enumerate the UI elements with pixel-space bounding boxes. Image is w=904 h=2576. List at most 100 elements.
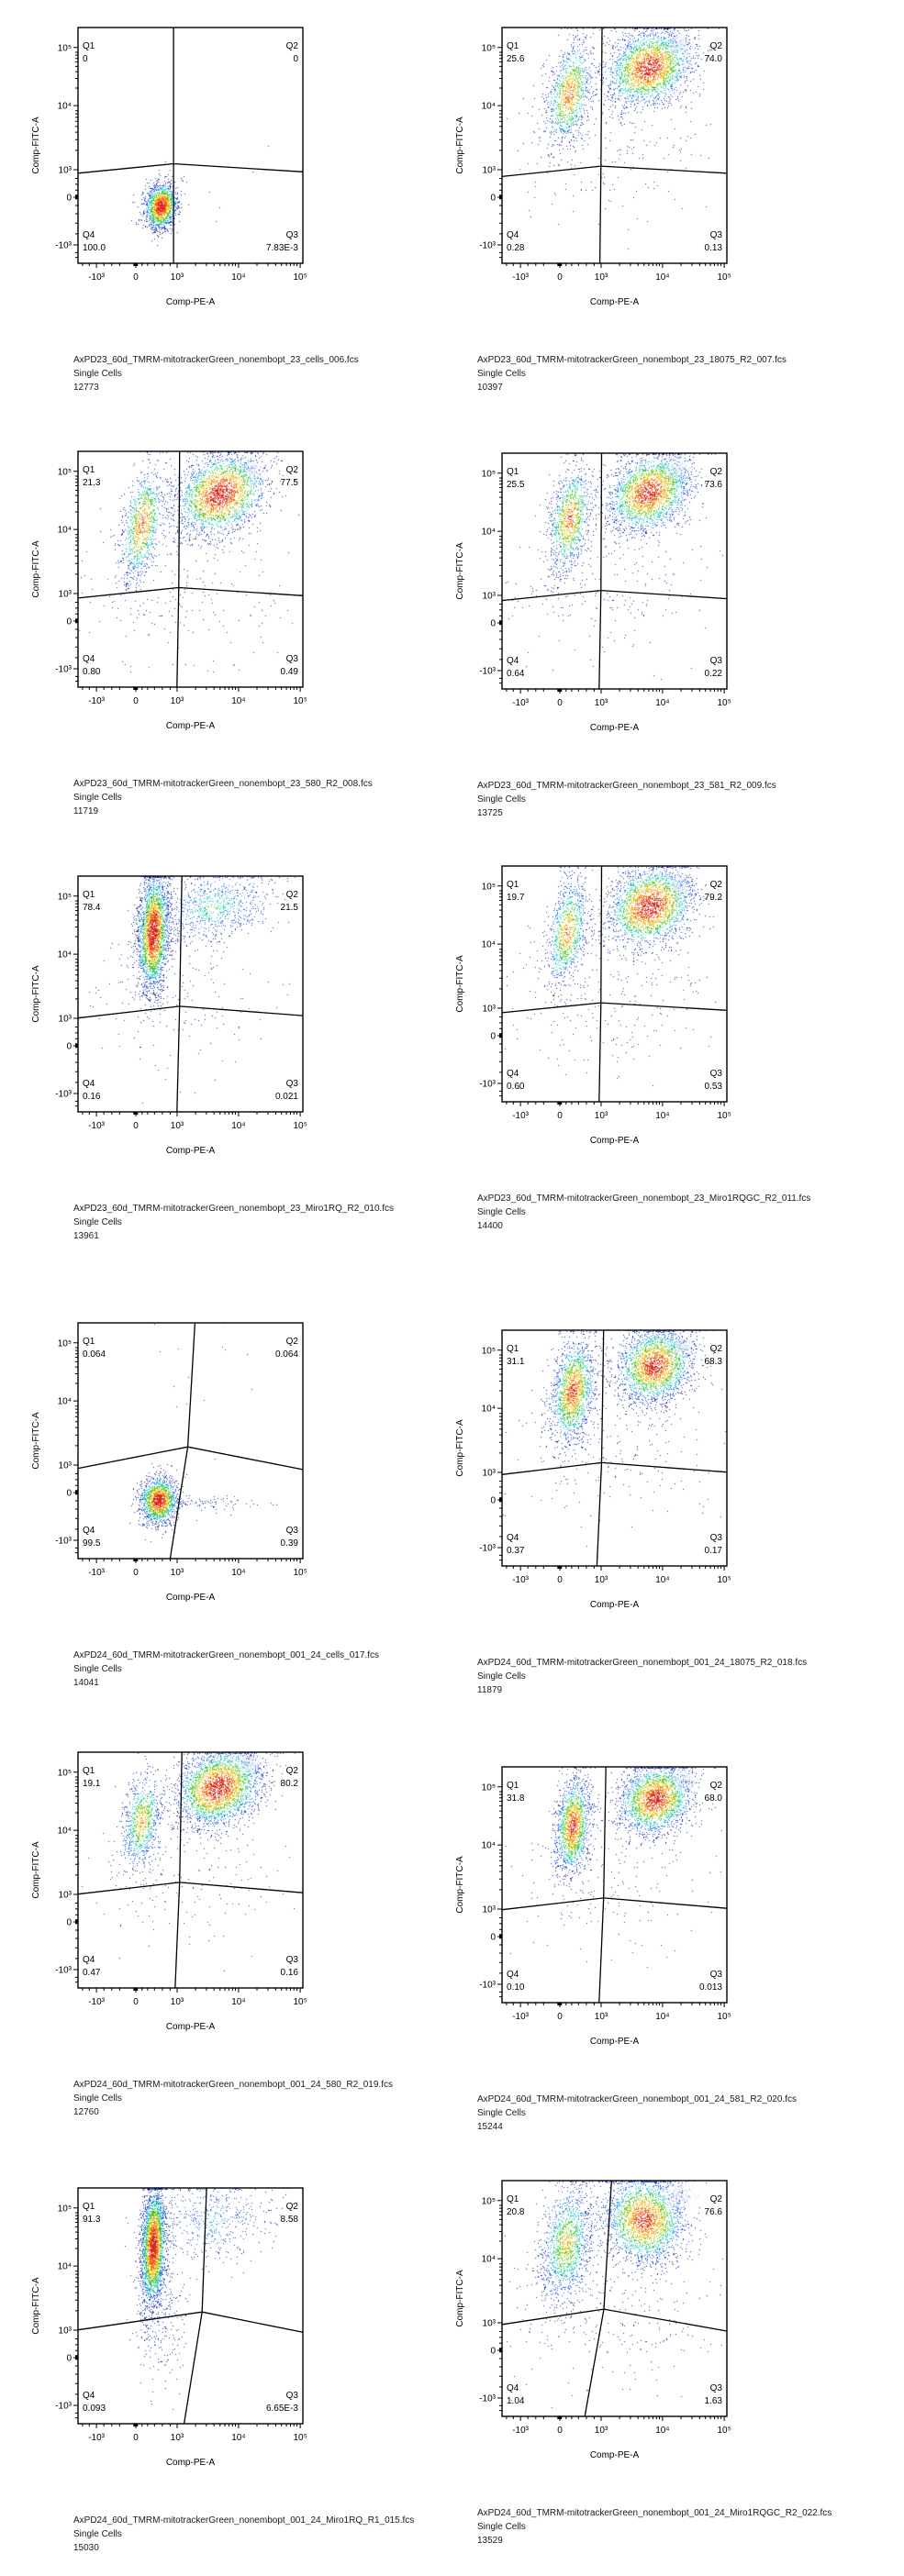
quadrant-label-q1: Q1 <box>83 465 95 475</box>
x-tick-label: 10⁵ <box>293 1121 307 1131</box>
quadrant-label-q3: Q3 <box>286 1955 299 1965</box>
quadrant-label-q4: Q4 <box>83 1955 95 1965</box>
quadrant-label-q3: Q3 <box>710 1970 723 1980</box>
axis-ticks <box>73 1771 301 1993</box>
y-axis-title: Comp-FITC-A <box>31 965 41 1023</box>
x-tick-label: -10³ <box>512 1575 529 1585</box>
x-tick-label: 10⁵ <box>293 1997 307 2007</box>
cell-count: 11879 <box>477 1685 503 1695</box>
plot-frame <box>77 1751 304 1989</box>
y-tick-label: 10⁴ <box>482 2255 496 2265</box>
cell-count: 13961 <box>73 1231 99 1241</box>
quadrant-label-q4: Q4 <box>83 2391 95 2401</box>
quadrant-label-q1: Q1 <box>507 1781 519 1791</box>
x-tick-label: 10⁵ <box>293 696 307 706</box>
x-axis-title: Comp-PE-A <box>166 2022 216 2032</box>
quadrant-label-q1: Q1 <box>83 1766 95 1776</box>
y-tick-label: -10³ <box>55 241 72 251</box>
quadrant-label-q2: Q2 <box>710 1781 723 1791</box>
y-tick-label: -10³ <box>55 1090 72 1100</box>
y-tick-label: 10⁵ <box>58 1338 72 1349</box>
x-tick-label: -10³ <box>512 272 529 283</box>
y-tick-label: 10³ <box>59 590 73 600</box>
quadrant-value-q4: 0.10 <box>507 1982 525 1993</box>
y-tick-label: 10⁴ <box>482 1405 496 1415</box>
quadrant-gate-lines <box>77 28 304 263</box>
quadrant-label-q2: Q2 <box>710 2194 723 2204</box>
x-tick-label: 10⁵ <box>717 1111 731 1121</box>
population-label: Single Cells <box>73 2093 122 2104</box>
density-plot: -10³ 0 10³ 10⁴ 10⁵ 10⁵ 10⁴ 10³ 0 -10³ Comp-PE-A Com… <box>28 18 452 321</box>
quadrant-value-q2: 76.6 <box>705 2207 723 2217</box>
plot-frame <box>501 1766 728 2004</box>
y-axis-title: Comp-FITC-A <box>31 117 41 174</box>
x-tick-label: -10³ <box>88 2433 105 2443</box>
y-tick-label: -10³ <box>55 665 72 675</box>
flow-quadrant-panel: -10³ 0 10³ 10⁴ 10⁵ 10⁵ 10⁴ 10³ 0 -10³ Comp-PE-A Com… <box>452 1758 876 2171</box>
quadrant-value-q4: 99.5 <box>83 1538 101 1549</box>
cell-count: 13529 <box>477 2536 503 2546</box>
dot-cloud-canvas <box>78 1752 303 1988</box>
y-tick-label: 10⁴ <box>482 527 496 538</box>
x-tick-label: 10⁵ <box>717 2426 731 2436</box>
y-tick-label: 0 <box>66 2354 72 2364</box>
plot-overlay: -10³ 0 10³ 10⁴ 10⁵ 10⁵ 10⁴ 10³ 0 -10³ Comp-PE-A Com… <box>31 27 307 307</box>
panel-caption: AxPD24_60d_TMRM-mitotrackerGreen_nonembo… <box>477 2506 831 2548</box>
quadrant-value-q3: 0.021 <box>275 1092 298 1102</box>
x-tick-label: -10³ <box>512 2012 529 2022</box>
quadrant-label-q2: Q2 <box>710 41 723 51</box>
y-tick-label: 10³ <box>483 1005 497 1015</box>
panel-caption: AxPD24_60d_TMRM-mitotrackerGreen_nonembo… <box>73 2514 414 2555</box>
x-tick-label: 10³ <box>171 696 184 706</box>
y-tick-label: 0 <box>66 1918 72 1928</box>
plot-overlay: -10³ 0 10³ 10⁴ 10⁵ 10⁵ 10⁴ 10³ 0 -10³ Comp-PE-A Com… <box>455 452 731 733</box>
quadrant-value-q4: 0.60 <box>507 1082 525 1092</box>
population-label: Single Cells <box>73 2529 122 2539</box>
quadrant-value-q1: 20.8 <box>507 2207 525 2217</box>
x-tick-label: 0 <box>557 1111 563 1121</box>
axis-ticks <box>73 47 301 268</box>
quadrant-value-q3: 0.49 <box>281 667 299 677</box>
panel-caption: AxPD23_60d_TMRM-mitotrackerGreen_nonembo… <box>477 353 787 394</box>
y-tick-label: -10³ <box>479 1080 496 1090</box>
cell-count: 15244 <box>477 2122 503 2132</box>
quadrant-value-q2: 0.064 <box>275 1349 298 1360</box>
quadrant-label-q2: Q2 <box>710 880 723 890</box>
y-tick-label: 0 <box>490 194 496 204</box>
quadrant-value-q3: 6.65E-3 <box>266 2404 298 2414</box>
quadrant-label-q3: Q3 <box>286 2391 299 2401</box>
dot-cloud-canvas <box>502 2181 727 2416</box>
quadrant-label-q2: Q2 <box>286 1337 299 1347</box>
dot-cloud-canvas <box>502 28 727 263</box>
x-tick-label: 0 <box>557 272 563 283</box>
quadrant-value-q3: 0.16 <box>281 1968 299 1978</box>
population-label: Single Cells <box>477 1671 526 1682</box>
x-tick-label: 0 <box>557 698 563 708</box>
x-tick-label: -10³ <box>512 1111 529 1121</box>
quadrant-label-q4: Q4 <box>83 654 95 664</box>
x-tick-label: 10⁵ <box>717 1575 731 1585</box>
panel-caption: AxPD23_60d_TMRM-mitotrackerGreen_nonembo… <box>73 1202 394 1243</box>
flow-quadrant-panel: -10³ 0 10³ 10⁴ 10⁵ 10⁵ 10⁴ 10³ 0 -10³ Comp-PE-A Com… <box>28 1314 452 1727</box>
density-plot: -10³ 0 10³ 10⁴ 10⁵ 10⁵ 10⁴ 10³ 0 -10³ Comp-PE-A Com… <box>452 1321 876 1624</box>
y-tick-label: 10⁵ <box>482 1346 496 1356</box>
cell-count: 11719 <box>73 806 99 816</box>
population-label: Single Cells <box>477 1207 526 1217</box>
y-tick-label: 10⁵ <box>58 43 72 53</box>
flow-quadrant-panel: -10³ 0 10³ 10⁴ 10⁵ 10⁵ 10⁴ 10³ 0 -10³ Comp-PE-A Com… <box>452 857 876 1270</box>
quadrant-label-q1: Q1 <box>507 41 519 51</box>
x-axis-title: Comp-PE-A <box>590 2450 640 2460</box>
x-axis-title: Comp-PE-A <box>590 723 640 733</box>
quadrant-gate-lines <box>501 1329 728 1567</box>
quadrant-value-q3: 0.13 <box>705 243 723 253</box>
x-tick-label: 0 <box>133 1568 139 1578</box>
quadrant-value-q2: 0 <box>293 54 298 64</box>
sample-filename: AxPD23_60d_TMRM-mitotrackerGreen_nonembo… <box>477 355 787 365</box>
quadrant-gate-lines <box>77 1322 304 1560</box>
flow-quadrant-panel: -10³ 0 10³ 10⁴ 10⁵ 10⁵ 10⁴ 10³ 0 -10³ Comp-PE-A Com… <box>28 442 452 855</box>
cell-count: 12760 <box>73 2107 99 2117</box>
quadrant-label-q1: Q1 <box>83 1337 95 1347</box>
x-axis-title: Comp-PE-A <box>166 2458 216 2468</box>
x-tick-label: -10³ <box>88 1121 105 1131</box>
y-tick-label: 10⁴ <box>58 1827 72 1837</box>
